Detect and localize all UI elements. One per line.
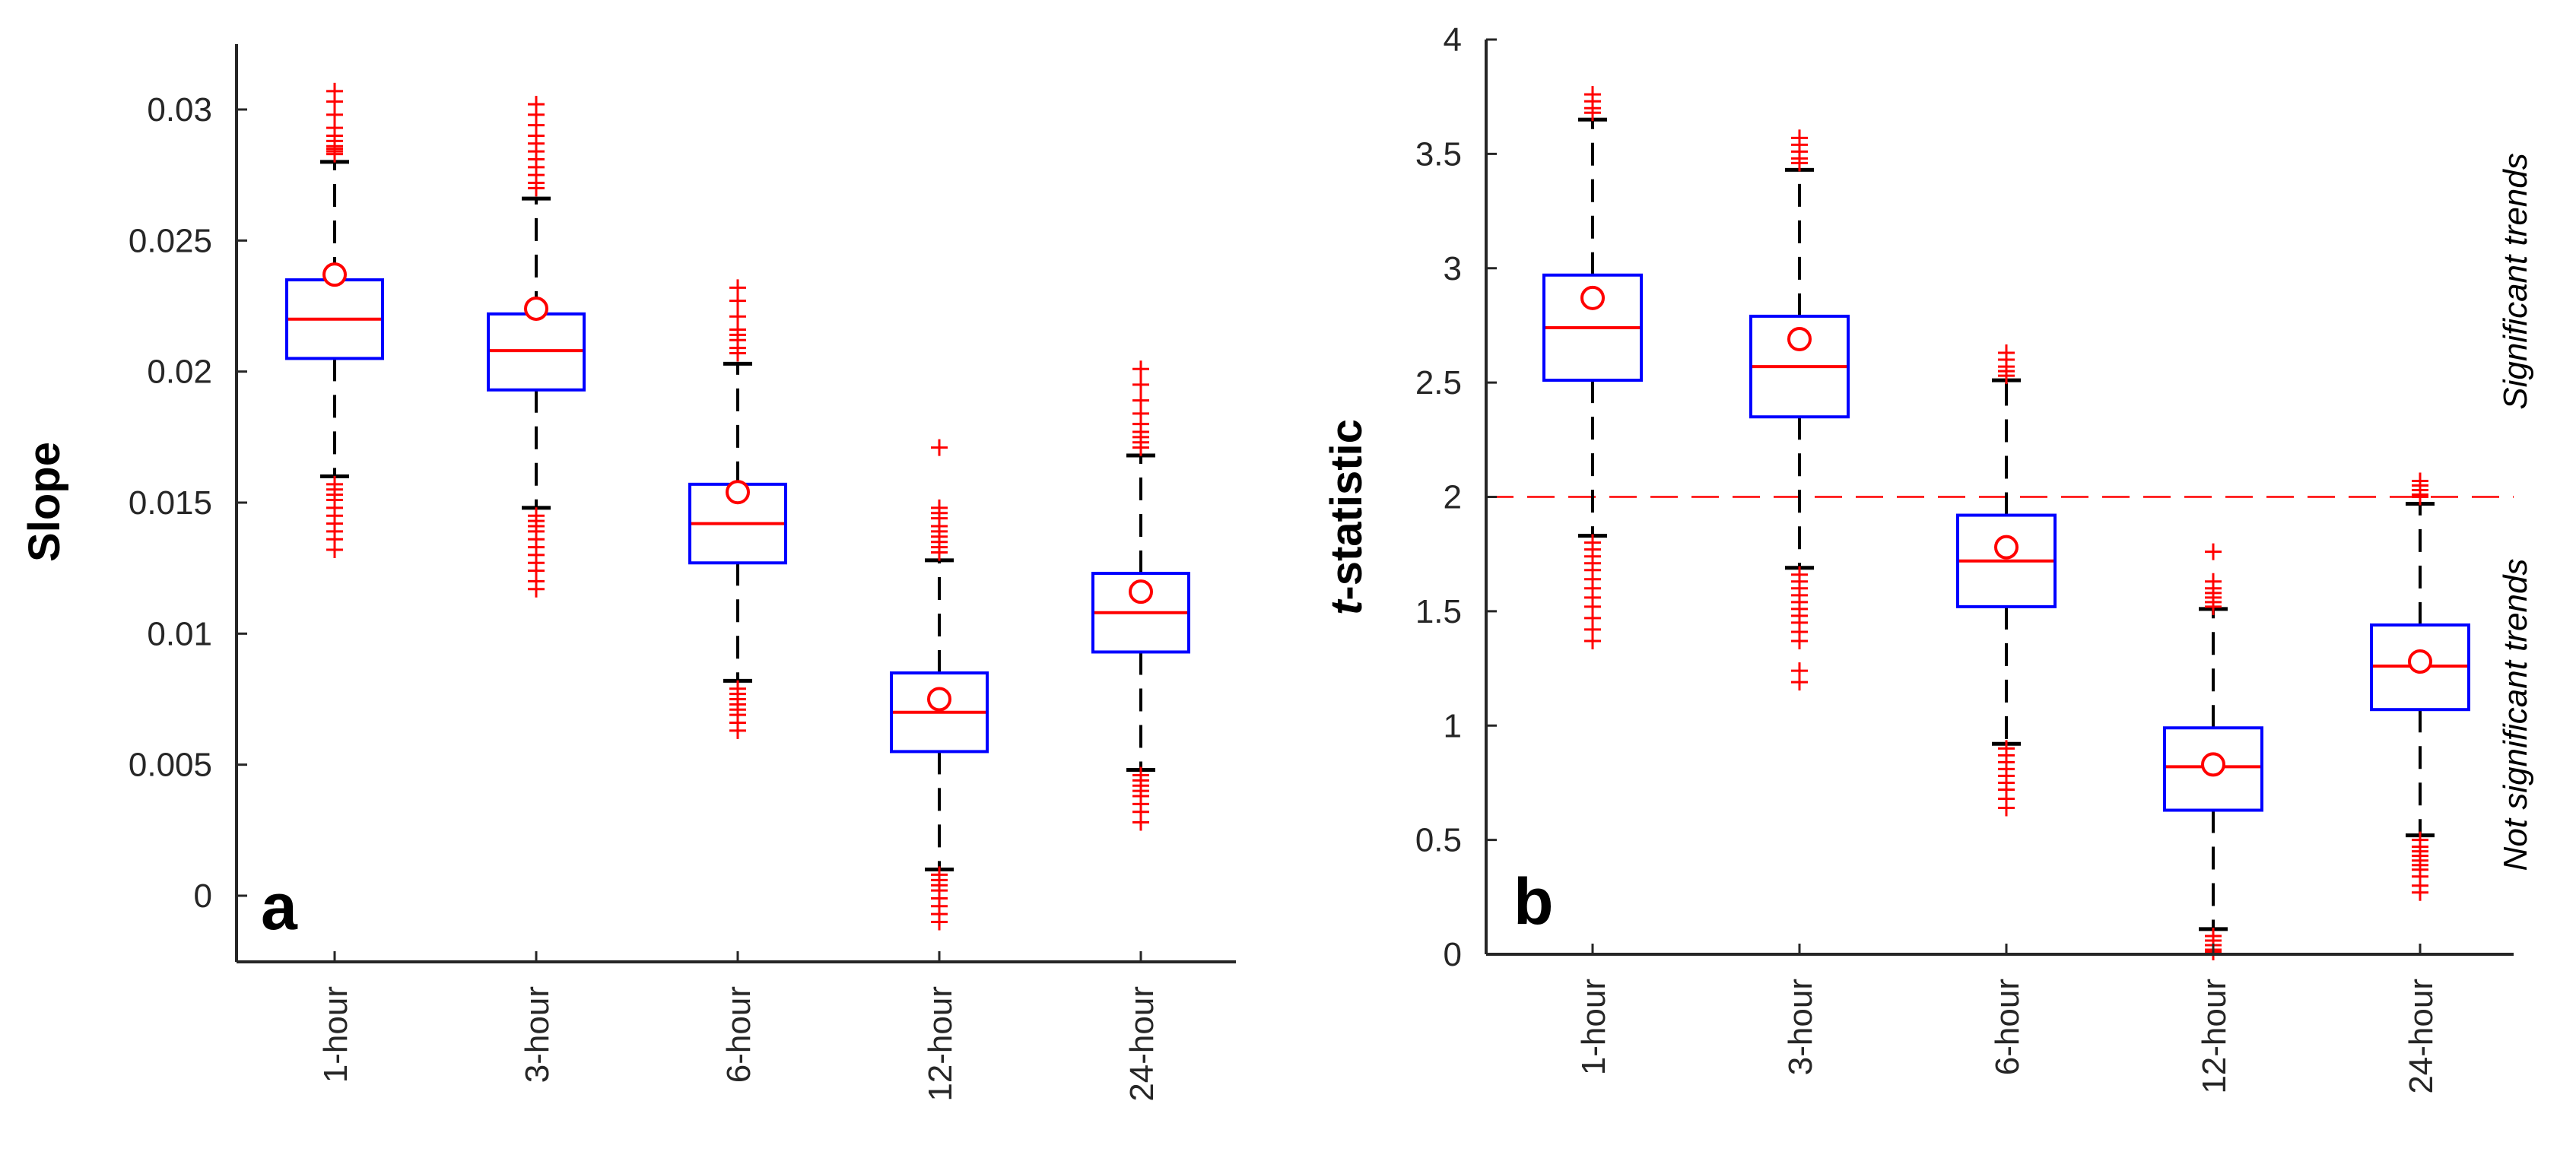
x-tick-label: 12-hour [922,986,959,1102]
x-tick-label: 1-hour [1575,979,1612,1075]
mean-marker [322,262,347,287]
box-group-12-hour [2163,543,2263,960]
y-tick-label: 0.02 [147,354,212,391]
x-tick-label: 6-hour [1989,979,2026,1075]
x-tick-label: 24-hour [1123,986,1161,1102]
x-tick-label: 1-hour [317,986,354,1083]
box-group-6-hour [1956,344,2057,817]
box-group-1-hour [1542,86,1643,649]
panel-a-marks [285,82,1190,931]
panel-a-label: a [261,871,298,944]
y-axis-label-rest: -statistic [1322,419,1371,601]
y-tick-label: 0.015 [129,484,212,522]
mean-marker [524,296,548,321]
outlier-marker [1584,632,1601,649]
outlier-marker [729,722,746,739]
outlier-marker [528,179,545,197]
y-tick-label: 2 [1444,479,1462,516]
y-tick-label: 0.03 [147,91,212,129]
panel-a-ticks: 0 0.005 0.01 0.015 0.02 0.025 0.03 1-hour 3-hour… [129,91,1161,1102]
panel-a-y-axis-label: Slope [20,442,69,562]
y-tick-label: 0.5 [1415,822,1462,859]
mean-marker [1787,326,1812,351]
outlier-marker [326,541,343,559]
box-group-3-hour [487,96,586,598]
panel-b-label: b [1514,865,1554,938]
y-axis-label-italic-part: t [1322,598,1371,615]
y-tick-label: 0.005 [129,747,212,784]
outlier-marker [931,439,948,456]
panel-b-ticks: 0 0.5 1 1.5 2 2.5 3 3.5 4 1-hour 3-hour 6-hour 12-ho… [1415,21,2440,1094]
outlier-marker [1791,154,1808,172]
y-tick-label: 0.01 [147,615,212,652]
box-group-24-hour [1091,360,1190,831]
outlier-marker [528,580,545,598]
panel-b-y-axis-label: t-statistic [1322,419,1371,615]
outlier-marker [1584,104,1601,122]
annotation-not-significant: Not significant trends [2497,559,2534,871]
mean-marker [2408,649,2432,674]
x-tick-label: 3-hour [1782,979,1819,1075]
outlier-marker [2205,598,2222,615]
outlier-marker [729,292,746,309]
outlier-marker [1791,674,1808,691]
y-tick-label: 4 [1444,21,1462,59]
y-tick-label: 0.025 [129,222,212,259]
mean-marker [2201,752,2225,777]
mean-marker [927,687,951,712]
y-tick-label: 2.5 [1415,364,1462,401]
outlier-marker [1998,799,2015,817]
y-tick-label: 3.5 [1415,135,1462,173]
panel-b-marks [1542,86,2470,960]
x-tick-label: 24-hour [2403,979,2440,1094]
outlier-marker [1132,360,1149,378]
outlier-marker [2412,884,2428,901]
box-group-12-hour [890,439,989,931]
outlier-marker [1791,632,1808,649]
outlier-marker [1998,367,2015,385]
x-tick-label: 3-hour [519,986,556,1083]
outlier-marker [326,145,343,163]
annotation-significant: Significant trends [2497,153,2534,410]
mean-marker [726,480,750,505]
mean-marker [1580,285,1605,310]
box-group-6-hour [688,279,787,739]
outlier-marker [1132,814,1149,831]
y-tick-label: 1 [1444,707,1462,744]
y-tick-label: 3 [1444,250,1462,287]
outlier-marker [2412,488,2428,506]
mean-marker [1129,579,1153,604]
outlier-marker [931,913,948,931]
panel-a-slope: 0 0.005 0.01 0.015 0.02 0.025 0.03 1-hour 3-hour… [20,44,1236,1102]
box-group-3-hour [1749,129,1850,691]
outlier-marker [1132,376,1149,393]
y-tick-label: 0 [1444,936,1462,973]
outlier-marker [931,544,948,561]
x-tick-label: 12-hour [2196,979,2233,1094]
x-tick-label: 6-hour [720,986,758,1083]
box-group-24-hour [2370,472,2470,901]
y-tick-label: 0 [194,877,212,915]
outlier-marker [729,344,746,362]
mean-marker [1994,535,2019,560]
y-tick-label: 1.5 [1415,593,1462,630]
box-group-1-hour [285,82,384,559]
outlier-marker [1132,439,1149,456]
panel-b-t-statistic: 0 0.5 1 1.5 2 2.5 3 3.5 4 1-hour 3-hour 6-hour 12-ho… [1322,21,2534,1094]
outlier-marker [2205,543,2222,560]
